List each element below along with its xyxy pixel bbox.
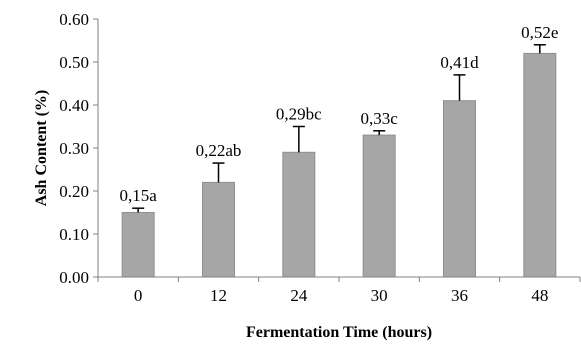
data-label: 0,29bc	[276, 105, 322, 124]
data-label: 0,15a	[120, 186, 158, 205]
y-axis-title: Ash Content (%)	[33, 90, 50, 206]
data-label: 0,33c	[361, 109, 399, 128]
y-tick-label: 0.50	[59, 53, 89, 72]
bar	[282, 151, 316, 278]
x-axis-title: Fermentation Time (hours)	[246, 324, 432, 341]
y-tick-label: 0.00	[59, 268, 89, 287]
x-axis-ticks: 0 12 24 30 36 48	[97, 277, 581, 305]
y-tick-label: 0.20	[59, 182, 89, 201]
bar	[362, 134, 396, 278]
bars	[121, 52, 557, 278]
x-tick-label: 12	[210, 286, 227, 305]
x-tick-label: 30	[371, 286, 388, 305]
data-labels: 0,15a 0,22ab 0,29bc 0,33c 0,41d 0,52e	[120, 23, 559, 205]
data-label: 0,22ab	[196, 141, 242, 160]
x-tick-label: 36	[451, 286, 468, 305]
y-tick-label: 0.30	[59, 139, 89, 158]
data-label: 0,52e	[521, 23, 558, 42]
bar	[202, 181, 235, 278]
bar	[443, 100, 476, 278]
y-tick-label: 0.40	[59, 96, 89, 115]
error-bars	[132, 44, 546, 213]
bar	[523, 52, 557, 278]
data-label: 0,41d	[440, 53, 479, 72]
x-tick-label: 0	[134, 286, 143, 305]
y-tick-label: 0.60	[59, 10, 89, 29]
x-tick-label: 48	[531, 286, 548, 305]
y-axis-ticks: 0.00 0.10 0.20 0.30 0.40 0.50 0.60	[59, 10, 98, 287]
x-tick-label: 24	[290, 286, 308, 305]
bar	[121, 212, 155, 278]
y-tick-label: 0.10	[59, 225, 89, 244]
